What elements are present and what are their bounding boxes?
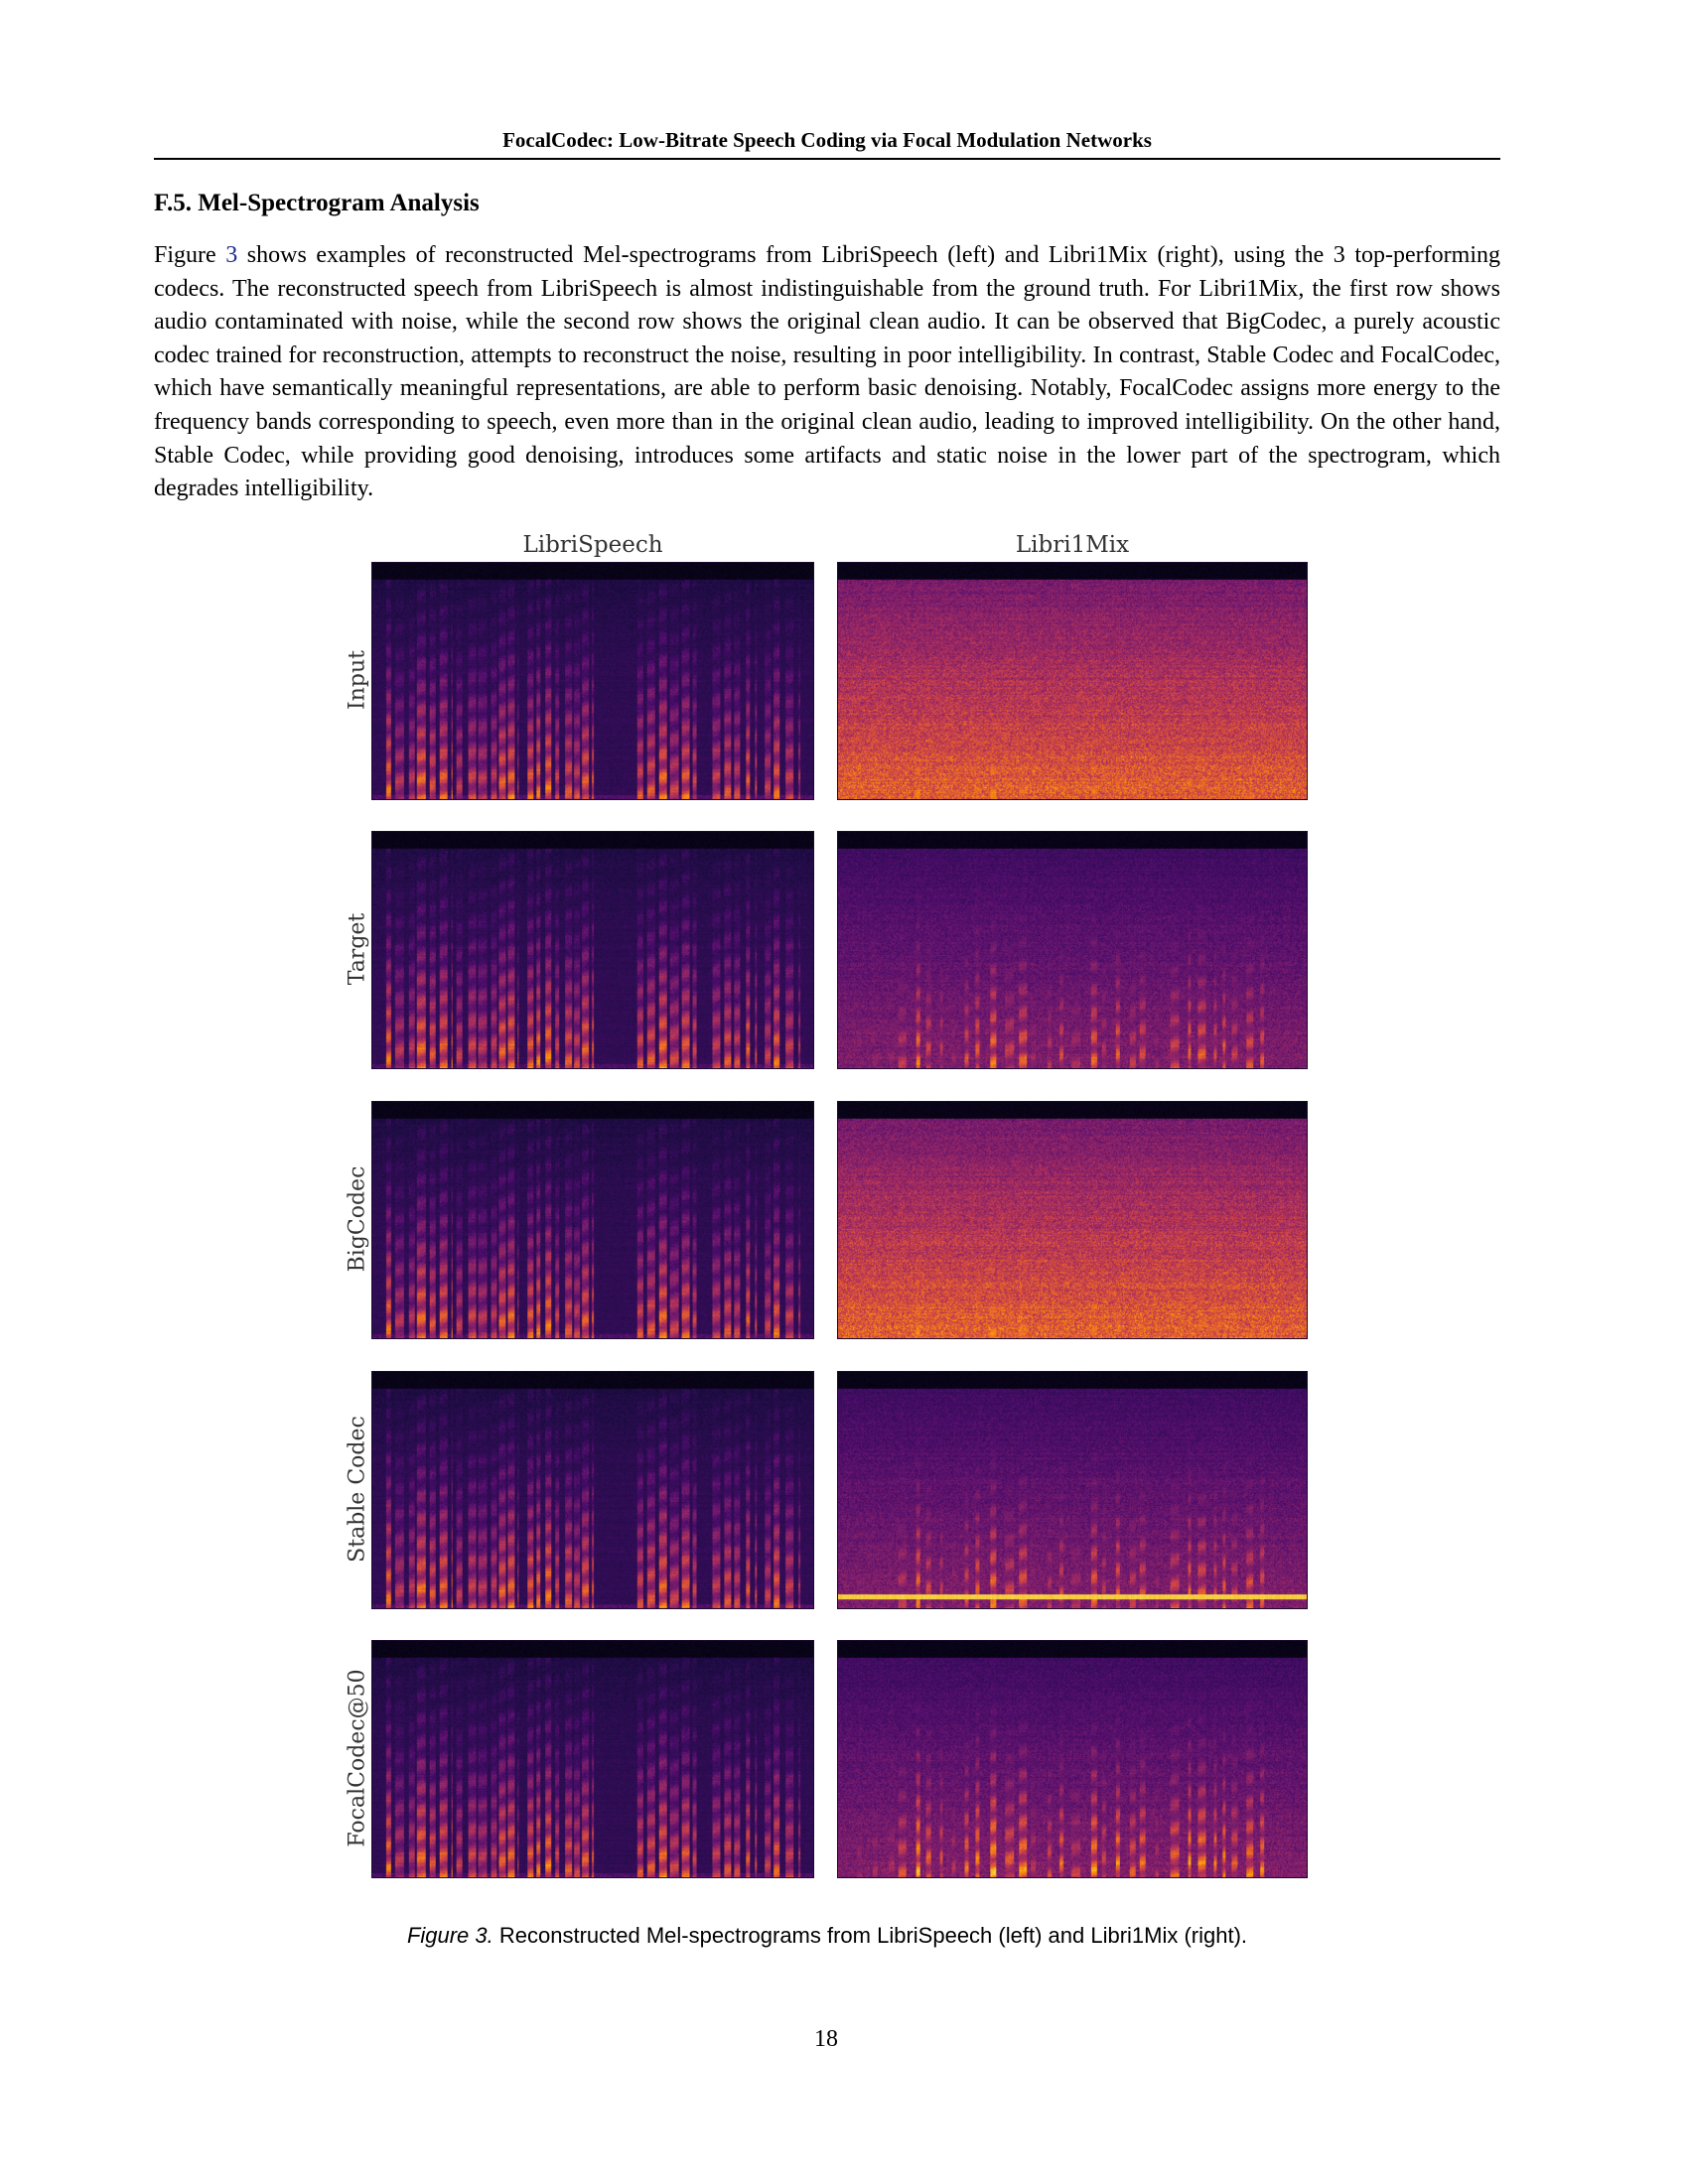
- row-label-bigcodec: BigCodec: [345, 1165, 370, 1273]
- caption-label: Figure 3.: [406, 1923, 493, 1948]
- spectrogram-target-librispeech: [371, 831, 814, 1069]
- running-header: FocalCodec: Low-Bitrate Speech Coding vi…: [502, 128, 1152, 152]
- column-label-libri1mix: Libri1Mix: [1015, 532, 1130, 558]
- paragraph-lead: Figure: [154, 242, 226, 268]
- row-label-input: Input: [345, 650, 370, 710]
- spectrogram-bigcodec-libri1mix: [837, 1101, 1308, 1339]
- row-label-stable-codec: Stable Codec: [345, 1416, 370, 1563]
- spectrogram-input-libri1mix: [837, 562, 1308, 800]
- figure-reference-link[interactable]: 3: [225, 242, 238, 268]
- figure-caption: Figure 3. Reconstructed Mel-spectrograms…: [154, 1922, 1500, 1950]
- spectrogram-focalcodec-50-librispeech: [371, 1640, 814, 1878]
- caption-text: Reconstructed Mel-spectrograms from Libr…: [492, 1923, 1248, 1948]
- paragraph-text: shows examples of reconstructed Mel-spec…: [154, 242, 1500, 502]
- spectrogram-target-libri1mix: [837, 831, 1308, 1069]
- spectrogram-stable-codec-librispeech: [371, 1371, 814, 1609]
- body-paragraph: Figure 3 shows examples of reconstructed…: [154, 239, 1500, 506]
- row-label-target: Target: [345, 912, 370, 986]
- spectrogram-focalcodec-50-libri1mix: [837, 1640, 1308, 1878]
- spectrogram-bigcodec-librispeech: [371, 1101, 814, 1339]
- header-rule: [154, 158, 1500, 160]
- page-number: 18: [814, 2026, 838, 2052]
- section-heading: F.5. Mel-Spectrogram Analysis: [154, 190, 480, 216]
- spectrogram-input-librispeech: [371, 562, 814, 800]
- row-label-focalcodec-50: FocalCodec@50: [345, 1669, 370, 1847]
- spectrogram-stable-codec-libri1mix: [837, 1371, 1308, 1609]
- column-label-librispeech: LibriSpeech: [522, 532, 663, 558]
